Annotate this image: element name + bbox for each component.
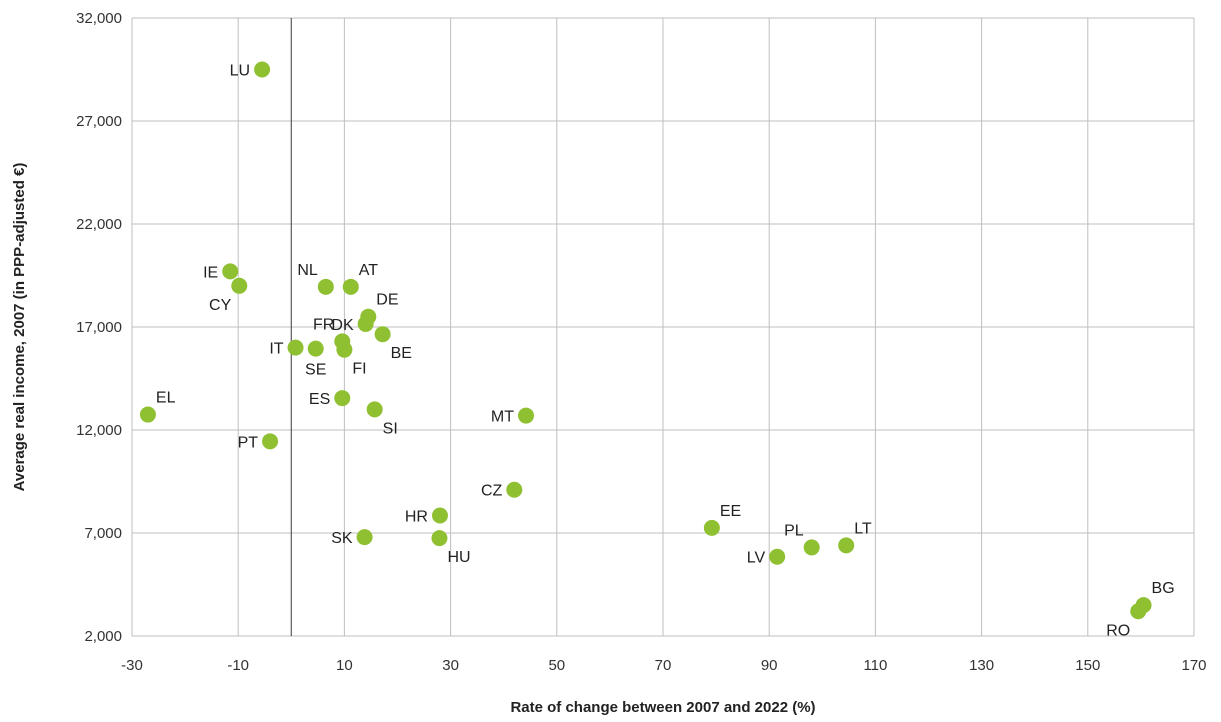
y-axis-ticks: 2,000 7,000 12,000 17,000 22,000 27,000 32,000 [76, 10, 122, 645]
data-point-fi [336, 341, 353, 358]
data-point-si [366, 401, 383, 418]
data-label-hu: HU [447, 549, 470, 566]
data-point-nl [317, 278, 334, 295]
y-tick-label: 22,000 [76, 216, 122, 233]
data-point-el [139, 406, 156, 423]
data-point-hu [431, 530, 448, 547]
x-tick-label: 50 [548, 657, 565, 674]
data-point-ro [1130, 603, 1147, 620]
y-tick-label: 27,000 [76, 113, 122, 130]
data-label-el: EL [156, 390, 176, 407]
y-tick-label: 2,000 [84, 628, 122, 645]
data-point-ee [703, 519, 720, 536]
data-label-it: IT [269, 341, 283, 358]
data-point-hr [431, 507, 448, 524]
data-point-mt [518, 407, 535, 424]
data-label-lu: LU [230, 63, 250, 80]
data-label-hr: HR [405, 508, 428, 525]
data-label-pt: PT [238, 434, 259, 451]
data-point-se [307, 340, 324, 357]
x-axis-ticks: -30 -10 10 30 50 70 90 110 130 150 170 [121, 657, 1206, 674]
data-label-fr: FR [313, 316, 334, 333]
data-point-pt [262, 433, 279, 450]
data-points [139, 61, 1152, 620]
x-tick-label: 30 [442, 657, 459, 674]
data-label-bg: BG [1152, 580, 1175, 597]
x-tick-label: -10 [227, 657, 249, 674]
data-label-se: SE [305, 362, 326, 379]
grid [131, 17, 1195, 637]
data-point-it [287, 339, 304, 356]
data-point-dk [357, 315, 374, 332]
data-point-cz [506, 481, 523, 498]
data-point-cy [231, 277, 248, 294]
data-point-sk [356, 529, 373, 546]
data-point-be [374, 326, 391, 343]
data-label-mt: MT [491, 409, 514, 426]
y-tick-label: 32,000 [76, 10, 122, 27]
x-axis-title: Rate of change between 2007 and 2022 (%) [510, 699, 815, 716]
data-label-sk: SK [331, 530, 353, 547]
data-label-nl: NL [297, 262, 318, 279]
data-point-pl [803, 539, 820, 556]
y-tick-label: 7,000 [84, 525, 122, 542]
data-label-es: ES [309, 391, 330, 408]
data-label-dk: DK [331, 317, 354, 334]
data-labels: LU IE CY NL AT DE DK BE FR IT SE FI ES SI EL MT PT CZ HR SK… [156, 63, 1175, 640]
y-tick-label: 17,000 [76, 319, 122, 336]
data-point-ie [222, 263, 239, 280]
x-tick-label: 70 [655, 657, 672, 674]
y-axis-title: Average real income, 2007 (in PPP-adjust… [11, 163, 28, 492]
data-label-de: DE [376, 292, 398, 309]
data-label-fi: FI [352, 361, 366, 378]
data-label-cy: CY [209, 297, 232, 314]
x-tick-label: 90 [761, 657, 778, 674]
data-label-be: BE [391, 345, 412, 362]
data-point-lt [838, 537, 855, 554]
x-tick-label: 110 [863, 657, 887, 674]
data-label-cz: CZ [481, 483, 503, 500]
data-label-lv: LV [747, 550, 766, 567]
y-tick-label: 12,000 [76, 422, 122, 439]
x-tick-label: -30 [121, 657, 143, 674]
data-label-pl: PL [784, 522, 804, 539]
data-label-at: AT [359, 262, 378, 279]
data-point-es [334, 390, 351, 407]
data-label-ie: IE [203, 264, 218, 281]
data-point-lv [769, 548, 786, 565]
data-point-at [342, 278, 359, 295]
x-tick-label: 10 [336, 657, 353, 674]
x-tick-label: 150 [1075, 657, 1100, 674]
data-point-lu [254, 61, 271, 78]
data-label-lt: LT [854, 520, 872, 537]
x-tick-label: 170 [1181, 657, 1206, 674]
data-label-ee: EE [720, 503, 741, 520]
data-label-ro: RO [1106, 622, 1130, 639]
data-label-si: SI [383, 420, 398, 437]
x-tick-label: 130 [969, 657, 994, 674]
